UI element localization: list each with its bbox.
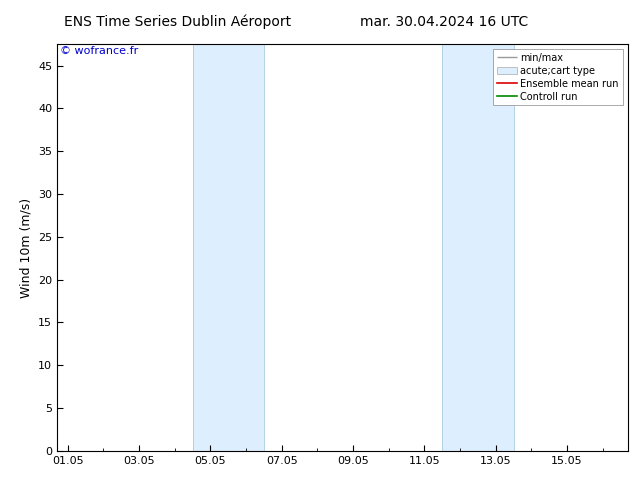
Bar bbox=[443, 44, 514, 451]
Legend: min/max, acute;cart type, Ensemble mean run, Controll run: min/max, acute;cart type, Ensemble mean … bbox=[493, 49, 623, 105]
Text: © wofrance.fr: © wofrance.fr bbox=[60, 46, 138, 56]
Bar bbox=[193, 44, 264, 451]
Text: ENS Time Series Dublin Aéroport: ENS Time Series Dublin Aéroport bbox=[64, 15, 291, 29]
Text: mar. 30.04.2024 16 UTC: mar. 30.04.2024 16 UTC bbox=[359, 15, 528, 29]
Y-axis label: Wind 10m (m/s): Wind 10m (m/s) bbox=[20, 197, 32, 297]
